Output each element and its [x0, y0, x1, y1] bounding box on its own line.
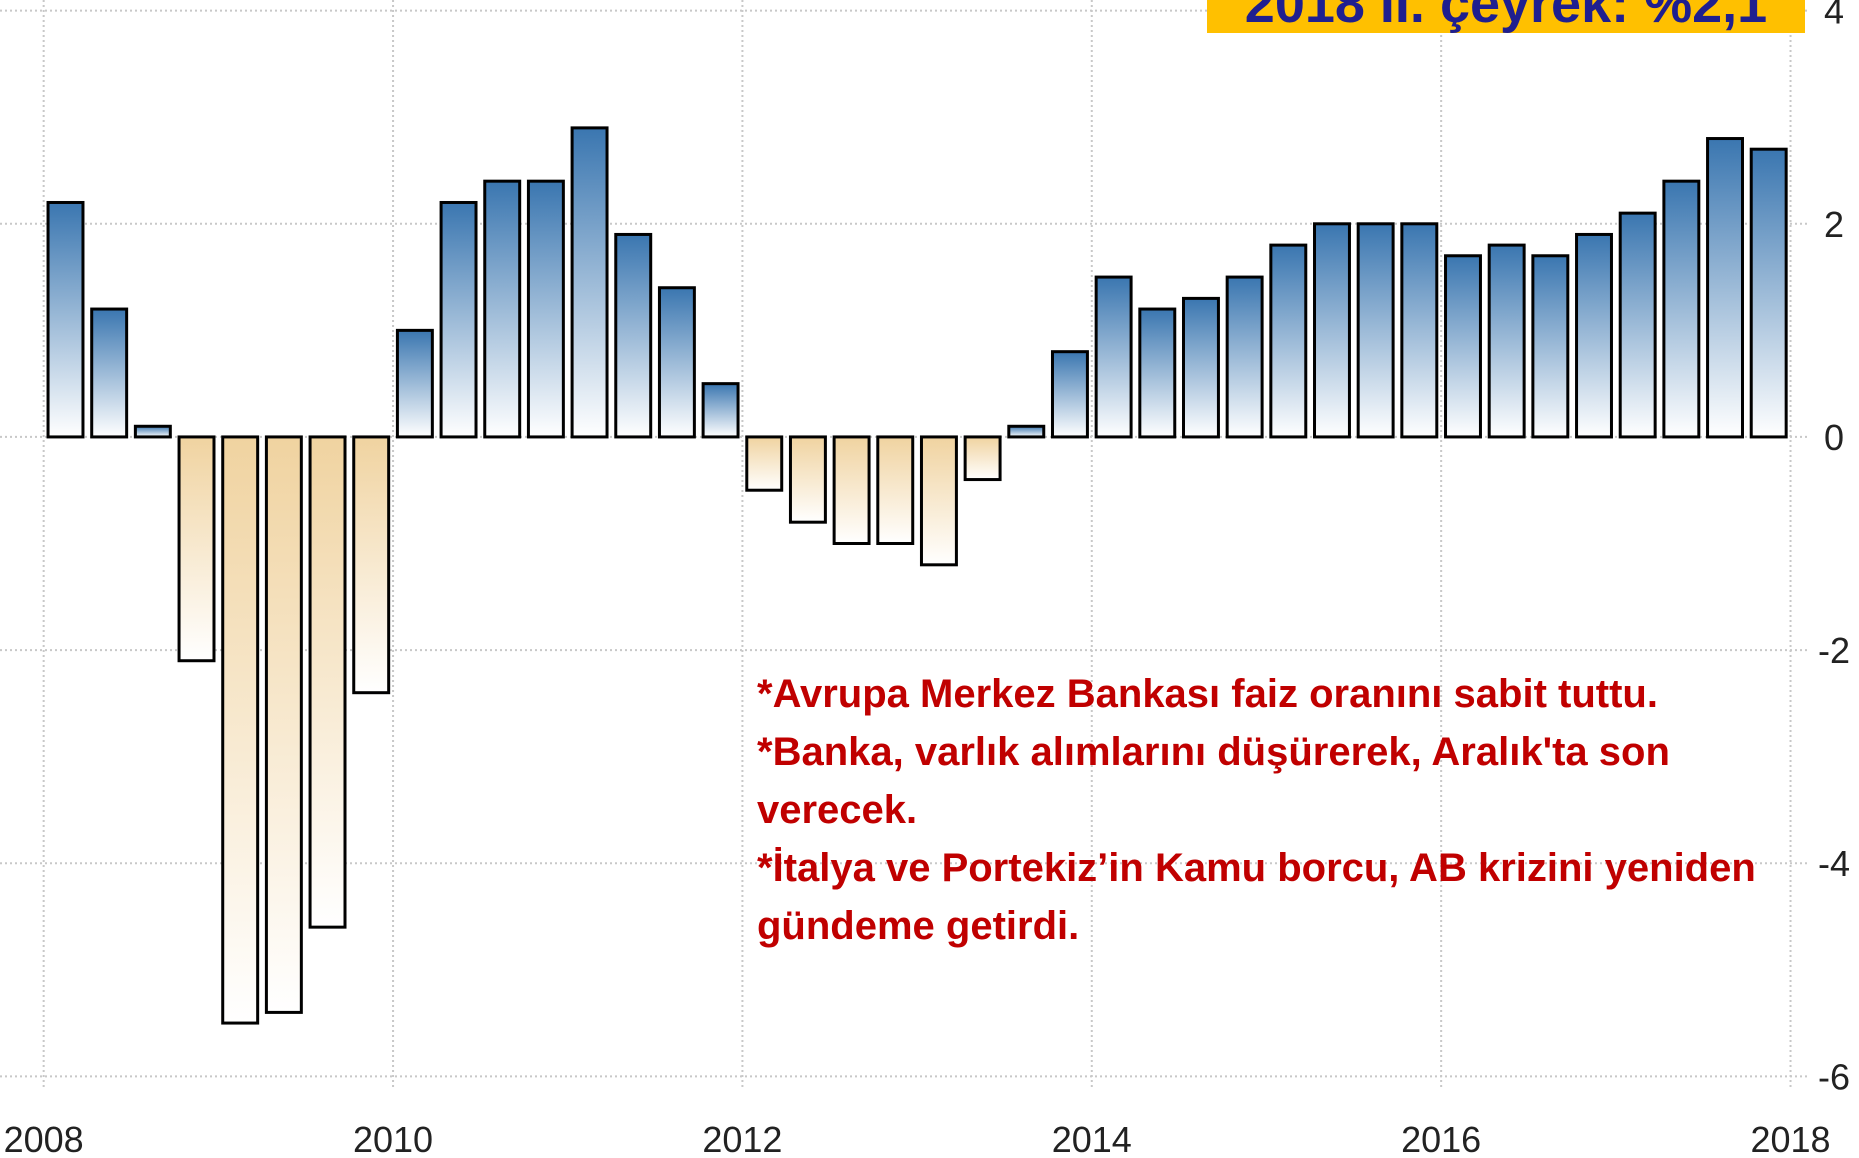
bar [46, 200, 85, 439]
bar [657, 286, 696, 439]
bar [614, 232, 653, 439]
x-tick-label: 2012 [702, 1119, 782, 1158]
title-box [1207, 0, 1805, 33]
bar [90, 307, 129, 439]
bar [1269, 243, 1308, 439]
bar [919, 435, 958, 567]
x-tick-label: 2016 [1401, 1119, 1481, 1158]
bar [221, 435, 260, 1025]
x-tick-label: 2018 [1750, 1119, 1830, 1158]
bar [1706, 137, 1744, 439]
bar [395, 328, 434, 439]
bar [1575, 232, 1613, 439]
y-tick-label: -2 [1818, 630, 1850, 671]
annotation-line: *İtalya ve Portekiz’in Kamu borcu, AB kr… [757, 846, 1756, 948]
x-tick-label: 2008 [4, 1119, 84, 1158]
annotation-line: *Avrupa Merkez Bankası faiz oranını sabi… [757, 672, 1658, 716]
bar [133, 424, 172, 439]
bar [1225, 275, 1264, 439]
bar [570, 126, 609, 439]
bar [832, 435, 871, 545]
bar [1181, 296, 1220, 439]
bar [701, 382, 740, 439]
bar [1138, 307, 1177, 439]
bar [1444, 254, 1482, 439]
bar [439, 200, 478, 439]
y-tick-label: 0 [1824, 417, 1844, 458]
bar [1531, 254, 1570, 439]
y-tick-label: -4 [1818, 843, 1850, 884]
y-tick-label: -6 [1818, 1056, 1850, 1097]
bar [1749, 147, 1788, 439]
bar [1662, 179, 1701, 439]
x-tick-label: 2010 [353, 1119, 433, 1158]
bar [177, 435, 216, 663]
bar [1487, 243, 1526, 439]
bar [963, 435, 1002, 482]
bar [308, 435, 347, 929]
bar [788, 435, 827, 524]
y-tick-label: 2 [1824, 204, 1844, 245]
bar [1007, 424, 1046, 439]
bar [1618, 211, 1657, 439]
annotation: *Avrupa Merkez Bankası faiz oranını sabi… [757, 665, 1797, 955]
bar [1313, 222, 1351, 439]
bar [1400, 222, 1439, 439]
bar [264, 435, 303, 1014]
bar [1356, 222, 1395, 439]
y-tick-label: 4 [1824, 0, 1844, 32]
bar [352, 435, 391, 695]
bar [745, 435, 784, 492]
chart-title: 2018 II. çeyrek: %2,1 [1245, 0, 1767, 34]
bar [483, 179, 522, 439]
bar [1094, 275, 1133, 439]
x-tick-label: 2014 [1052, 1119, 1132, 1158]
bar [526, 179, 565, 439]
bar [1050, 350, 1089, 439]
annotation-line: *Banka, varlık alımlarını düşürerek, Ara… [757, 730, 1670, 832]
bar [876, 435, 915, 545]
